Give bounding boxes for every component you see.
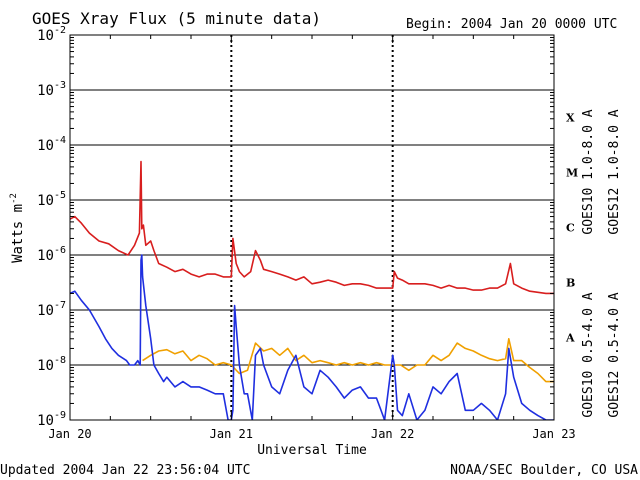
legend-item: GOES10 1.0-8.0 A <box>581 109 596 234</box>
y-tick-label: 10-6 <box>37 245 66 264</box>
y-tick-exponent: -6 <box>54 245 66 256</box>
flare-class-labels: X M C B A <box>565 112 578 345</box>
y-tick-exponent: -3 <box>54 80 66 91</box>
y-tick-exponent: -5 <box>54 190 66 201</box>
y-tick-base: 10 <box>37 413 54 429</box>
legend-label: GOES12 1.0-8.0 A <box>607 109 622 234</box>
x-axis-ticks: Jan 20 Jan 21 Jan 22 Jan 23 <box>48 35 576 441</box>
legend: GOES10 1.0-8.0 A GOES10 0.5-4.0 A GOES12 1… <box>581 109 622 417</box>
legend-label: GOES10 1.0-8.0 A <box>581 109 596 234</box>
flare-class-label: X <box>566 112 575 125</box>
y-tick-exponent: -8 <box>54 355 66 366</box>
x-tick-label: Jan 23 <box>532 427 575 441</box>
x-tick-label: Jan 20 <box>48 427 91 441</box>
credit-label: NOAA/SEC Boulder, CO USA <box>450 463 638 478</box>
y-tick-label: 10-9 <box>37 410 66 429</box>
y-tick-label: 10-5 <box>37 190 66 209</box>
y-axis-ticks: 10-910-810-710-610-510-410-310-2 <box>37 25 554 429</box>
updated-timestamp: Updated 2004 Jan 22 23:56:04 UTC <box>0 463 250 478</box>
y-tick-label: 10-8 <box>37 355 66 374</box>
x-tick-label: Jan 22 <box>371 427 414 441</box>
y-tick-exponent: -9 <box>54 410 66 421</box>
flare-class-label: C <box>566 222 575 235</box>
series-line <box>70 254 554 420</box>
y-tick-exponent: -7 <box>54 300 66 311</box>
y-tick-base: 10 <box>37 358 54 374</box>
series-lines <box>70 160 554 420</box>
y-tick-base: 10 <box>37 248 54 264</box>
y-tick-label: 10-2 <box>37 25 66 44</box>
legend-label: GOES12 0.5-4.0 A <box>607 292 622 417</box>
y-tick-label: 10-4 <box>37 135 66 154</box>
series-line <box>70 160 554 295</box>
y-tick-base: 10 <box>37 303 54 319</box>
y-axis-label-text: Watts m <box>10 204 26 263</box>
y-tick-label: 10-7 <box>37 300 66 319</box>
series-line <box>142 337 554 383</box>
y-axis-label: Watts m-2 <box>9 193 26 263</box>
y-tick-label: 10-3 <box>37 80 66 99</box>
begin-label: Begin: 2004 Jan 20 0000 UTC <box>406 17 617 32</box>
svg-text:Watts m-2: Watts m-2 <box>9 193 26 263</box>
legend-item: GOES12 1.0-8.0 A <box>607 109 622 234</box>
y-tick-exponent: -2 <box>54 25 66 36</box>
legend-item: GOES12 0.5-4.0 A <box>607 292 622 417</box>
flare-class-label: A <box>565 332 575 345</box>
legend-label: GOES10 0.5-4.0 A <box>581 292 596 417</box>
legend-item: GOES10 0.5-4.0 A <box>581 292 596 417</box>
y-tick-base: 10 <box>37 138 54 154</box>
chart-title: GOES Xray Flux (5 minute data) <box>32 9 321 28</box>
y-tick-base: 10 <box>37 193 54 209</box>
y-tick-exponent: -4 <box>54 135 66 146</box>
y-tick-base: 10 <box>37 83 54 99</box>
flare-class-label: M <box>566 167 578 180</box>
flare-class-label: B <box>566 277 575 290</box>
y-axis-label-exponent: -2 <box>9 193 19 204</box>
x-tick-label: Jan 21 <box>210 427 253 441</box>
x-axis-label: Universal Time <box>257 443 367 458</box>
y-tick-base: 10 <box>37 28 54 44</box>
